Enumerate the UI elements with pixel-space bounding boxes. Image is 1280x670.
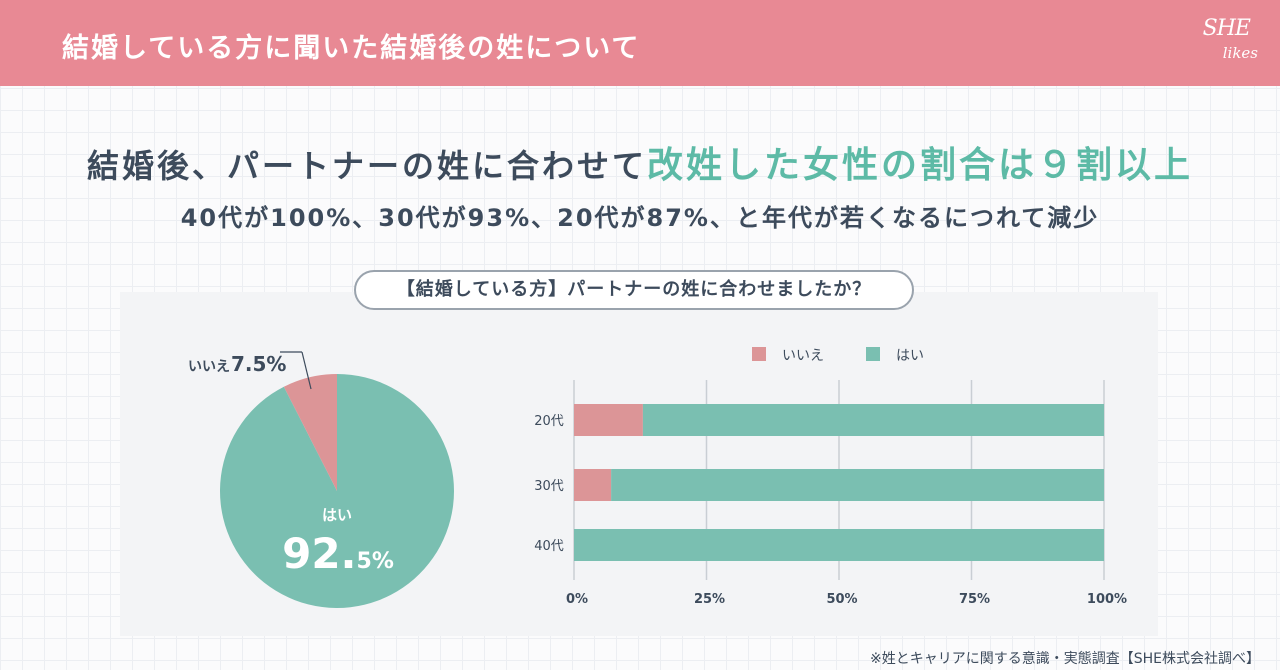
category-label: 30代 <box>534 479 564 494</box>
pie-chart: いいえ 7.5% はい 92.5% <box>188 351 455 608</box>
bar-segment-no <box>574 469 612 501</box>
bar-segment-yes <box>574 529 1104 561</box>
bar-legend: いいえ はい <box>752 347 924 364</box>
she-likes-logo: SHE likes <box>1198 16 1258 70</box>
pie-yes-value-group: 92.5% <box>282 529 394 578</box>
headline: 結婚後、パートナーの姓に合わせて改姓した女性の割合は９割以上 <box>0 136 1280 188</box>
pie-slice-no <box>283 374 337 491</box>
headline-prefix: 結婚後、パートナーの姓に合わせて <box>86 147 647 185</box>
logo-text-likes: likes <box>1222 44 1258 62</box>
bar-bars <box>574 404 1104 561</box>
bar-chart: 20代 30代 40代 0% 25% 50% 75% 100% <box>534 380 1127 607</box>
headline-highlight: 改姓した女性の割合は９割以上 <box>647 145 1194 186</box>
pie-yes-value-small: 5% <box>357 549 394 574</box>
survey-question: 【結婚している方】パートナーの姓に合わせましたか？ <box>354 270 914 310</box>
logo-text-she: SHE <box>1202 16 1251 41</box>
pie-leader-line <box>301 351 312 390</box>
legend-swatch-yes <box>866 347 880 361</box>
category-label: 40代 <box>534 539 564 554</box>
category-label: 20代 <box>534 414 564 429</box>
pie-no-label: いいえ <box>188 359 230 375</box>
source-footnote: ※姓とキャリアに関する意識・実態調査【SHE株式会社調べ】 <box>870 651 1260 667</box>
x-tick-label: 25% <box>694 592 725 607</box>
bar-category-labels: 20代 30代 40代 <box>534 414 564 554</box>
x-tick-label: 100% <box>1087 592 1127 607</box>
bar-segment-yes <box>611 469 1104 501</box>
legend-label-no: いいえ <box>782 348 824 364</box>
subheadline: 40代が100%、30代が93%、20代が87%、と年代が若くなるにつれて減少 <box>180 204 1100 232</box>
x-tick-label: 50% <box>826 592 857 607</box>
bar-segment-no <box>574 404 643 436</box>
legend-label-yes: はい <box>896 348 924 364</box>
pie-no-value: 7.5% <box>231 352 286 376</box>
pie-yes-label: はい <box>322 506 352 524</box>
bar-segment-yes <box>642 404 1104 436</box>
bar-tick-labels: 0% 25% 50% 75% 100% <box>566 592 1127 607</box>
legend-swatch-no <box>752 347 766 361</box>
page-title: 結婚している方に聞いた結婚後の姓について <box>62 33 641 64</box>
pie-yes-value: 92. <box>282 529 356 578</box>
x-tick-label: 75% <box>959 592 990 607</box>
x-tick-label: 0% <box>566 592 588 607</box>
header-banner: 結婚している方に聞いた結婚後の姓について SHE likes <box>0 0 1280 86</box>
